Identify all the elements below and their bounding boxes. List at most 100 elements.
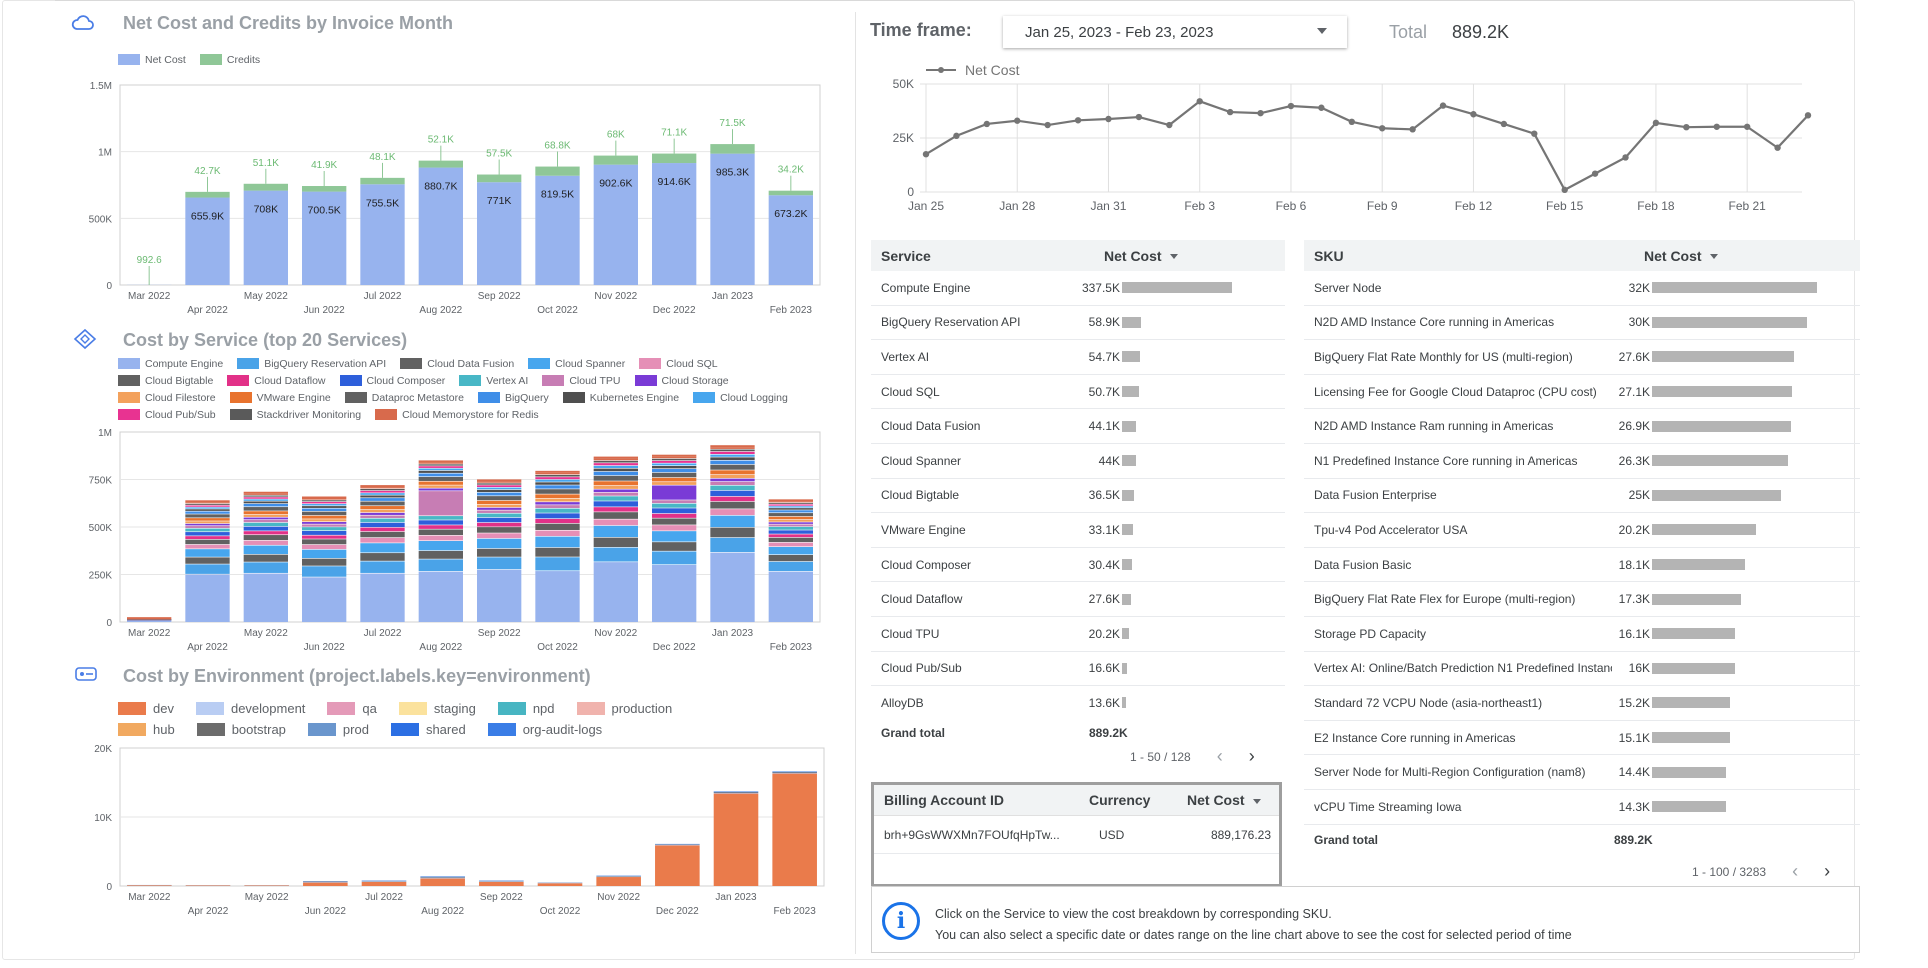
service-segment[interactable] [768,537,813,543]
service-segment[interactable] [768,561,813,572]
service-segment[interactable] [127,620,172,622]
service-segment[interactable] [360,501,405,506]
service-segment[interactable] [243,495,288,497]
net-cost-line[interactable] [925,100,1809,192]
sku-row[interactable]: Data Fusion Enterprise 25K [1304,479,1860,514]
service-row[interactable]: Vertex AI 54.7K [871,340,1285,375]
service-segment[interactable] [593,471,638,476]
service-row[interactable]: Cloud Composer 30.4K [871,548,1285,583]
net-cost-bar[interactable] [418,167,463,285]
sku-row[interactable]: Licensing Fee for Google Cloud Dataproc … [1304,375,1860,410]
service-segment[interactable] [243,522,288,527]
service-segment[interactable] [477,538,522,549]
service-segment[interactable] [418,470,463,473]
service-segment[interactable] [768,510,813,513]
service-segment[interactable] [127,617,172,620]
service-segment[interactable] [652,542,697,551]
service-segment[interactable] [185,549,230,557]
service-segment[interactable] [710,460,755,465]
chart2-legend-item[interactable]: Cloud Spanner [528,355,625,372]
service-segment[interactable] [768,504,813,506]
environment-segment[interactable] [713,791,759,792]
service-segment[interactable] [768,501,813,503]
service-segment[interactable] [243,545,288,555]
service-segment[interactable] [243,499,288,501]
sku-row[interactable]: Storage PD Capacity 16.1K [1304,617,1860,652]
service-segment[interactable] [768,542,813,547]
credits-bar[interactable] [360,177,405,185]
service-segment[interactable] [243,535,288,541]
credits-bar[interactable] [768,190,813,196]
service-segment[interactable] [477,492,522,496]
service-segment[interactable] [360,543,405,553]
service-segment[interactable] [710,537,755,553]
service-segment[interactable] [535,536,580,548]
service-segment[interactable] [302,500,347,502]
chart3-legend-item[interactable]: production [576,698,672,719]
line-point[interactable] [1591,170,1599,177]
service-segment[interactable] [710,447,755,449]
chart2-legend-item[interactable]: Kubernetes Engine [562,389,679,406]
service-segment[interactable] [185,505,230,507]
net-cost-bar[interactable] [535,175,580,285]
service-segment[interactable] [535,523,580,530]
chart3-legend-item[interactable]: development [195,698,305,719]
service-segment[interactable] [185,509,230,511]
service-segment[interactable] [302,527,347,531]
service-segment[interactable] [652,468,697,473]
service-row[interactable]: Cloud TPU 20.2K [871,617,1285,652]
service-segment[interactable] [185,507,230,509]
service-segment[interactable] [418,476,463,481]
environment-segment[interactable] [772,772,817,774]
service-segment[interactable] [652,508,697,514]
service-segment[interactable] [477,500,522,505]
service-segment[interactable] [360,537,405,543]
service-segment[interactable] [360,493,405,495]
service-segment[interactable] [593,501,638,507]
chart3-legend-item[interactable]: dev [118,698,174,719]
line-point[interactable] [1439,102,1447,109]
service-segment[interactable] [360,487,405,489]
chart2-legend-item[interactable]: BigQuery Reservation API [237,355,386,372]
chevron-left-icon[interactable]: ‹ [1792,861,1799,881]
service-segment[interactable] [360,485,405,488]
credits-bar[interactable] [243,183,288,191]
service-segment[interactable] [302,498,347,500]
service-segment[interactable] [360,553,405,561]
service-segment[interactable] [360,506,405,510]
service-segment[interactable] [185,539,230,545]
sku-row[interactable]: Tpu-v4 Pod Accelerator USA 20.2K [1304,513,1860,548]
chart2-legend-item[interactable]: Cloud Pub/Sub [118,406,216,423]
service-segment[interactable] [477,483,522,485]
service-segment[interactable] [185,500,230,503]
service-segment[interactable] [243,497,288,499]
net-cost-credits-chart[interactable]: 0 500K 1M 1.5M Mar 2022 Apr 2022 May 2022 Jun 2… [80,75,840,325]
service-segment[interactable] [652,477,697,482]
line-point[interactable] [1804,112,1812,119]
service-segment[interactable] [302,508,347,512]
sku-row[interactable]: E2 Instance Core running in Americas 15.1… [1304,721,1860,756]
line-point[interactable] [1409,126,1416,133]
service-segment[interactable] [593,468,638,472]
sku-row[interactable]: BigQuery Flat Rate Monthly for US (multi… [1304,340,1860,375]
service-segment[interactable] [243,491,288,494]
environment-segment[interactable] [420,878,465,886]
service-segment[interactable] [418,529,463,536]
chart2-legend-item[interactable]: Compute Engine [118,355,223,372]
service-segment[interactable] [302,522,347,524]
credits-bar[interactable] [185,191,230,198]
service-segment[interactable] [360,531,405,538]
service-row[interactable]: Cloud Bigtable 36.5K [871,479,1285,514]
service-segment[interactable] [593,525,638,538]
line-point[interactable] [983,120,991,128]
service-segment[interactable] [710,527,755,538]
service-segment[interactable] [477,485,522,487]
chart3-legend-item[interactable]: bootstrap [196,719,286,740]
service-segment[interactable] [185,564,230,574]
service-segment[interactable] [243,520,288,523]
chart2-legend-item[interactable]: Cloud Composer [339,372,445,389]
service-segment[interactable] [710,501,755,509]
service-segment[interactable] [710,454,755,457]
environment-segment[interactable] [420,877,465,879]
line-point[interactable] [1074,117,1082,124]
